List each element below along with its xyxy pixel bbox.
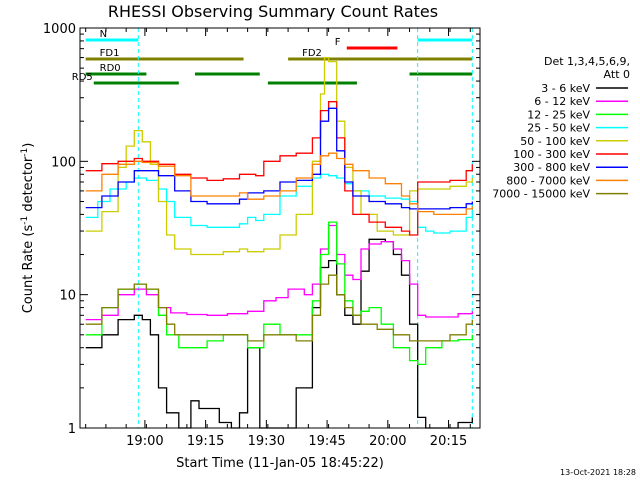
legend-header-1: Det 1,3,4,5,6,9,: [544, 55, 630, 68]
x-tick-label: 20:15: [430, 434, 467, 449]
y-tick-label: 1: [68, 422, 76, 437]
y-label-part-2: detector: [21, 156, 36, 216]
series-line: [85, 221, 473, 366]
annotation-bars: N F FD1 FD2 RD0 RD5: [72, 29, 473, 85]
legend-label: 50 - 100 keV: [520, 135, 590, 148]
series-line: [85, 101, 473, 236]
annotation-label: FD2: [302, 48, 322, 59]
x-axis-label: Start Time (11-Jan-05 18:45:22): [176, 456, 384, 471]
series-line: [85, 56, 473, 256]
y-label-part-3: ): [21, 143, 36, 148]
annotation-label: F: [335, 37, 341, 48]
y-tick-label: 100: [51, 155, 76, 170]
annotation-label: RD0: [100, 63, 121, 74]
series-line: [85, 152, 473, 216]
axes: 19:00 19:15 19:30 19:45 20:00 20:15 1 10 100 1000: [43, 22, 480, 449]
x-tick-label: 19:30: [248, 434, 285, 449]
legend-header-2: Att 0: [604, 68, 630, 81]
x-tick-label: 20:00: [369, 434, 406, 449]
series-lines: [85, 56, 473, 429]
legend-label: 100 - 300 keV: [513, 148, 590, 161]
chart-title: RHESSI Observing Summary Count Rates: [108, 2, 438, 21]
y-tick-label: 10: [59, 289, 76, 304]
x-tick-label: 19:45: [308, 434, 345, 449]
annotation-label: RD5: [72, 72, 93, 83]
legend-label: 12 - 25 keV: [527, 108, 590, 121]
y-label-sup-1: -1: [20, 216, 30, 225]
legend-label: 6 - 12 keV: [534, 95, 590, 108]
date-stamp: 13-Oct-2021 18:28: [560, 468, 636, 477]
legend-label: 300 - 800 keV: [513, 161, 590, 174]
legend-label: 25 - 50 keV: [527, 122, 590, 135]
y-label-sup-2: -1: [20, 148, 30, 157]
y-axis-label: Count Rate (s-1 detector-1): [20, 143, 36, 314]
series-line: [85, 107, 473, 210]
legend-label: 7000 - 15000 keV: [492, 188, 590, 201]
annotation-label: FD1: [100, 48, 120, 59]
x-tick-label: 19:15: [187, 434, 224, 449]
x-tick-label: 19:00: [126, 434, 163, 449]
y-tick-label: 1000: [43, 22, 76, 37]
series-line: [85, 274, 473, 342]
series-line: [85, 238, 473, 429]
legend-label: 800 - 7000 keV: [506, 174, 590, 187]
y-label-part-1: Count Rate (s: [21, 225, 36, 314]
annotation-label: N: [100, 29, 107, 40]
plot-frame: [79, 27, 481, 429]
legend-label: 3 - 6 keV: [541, 82, 590, 95]
